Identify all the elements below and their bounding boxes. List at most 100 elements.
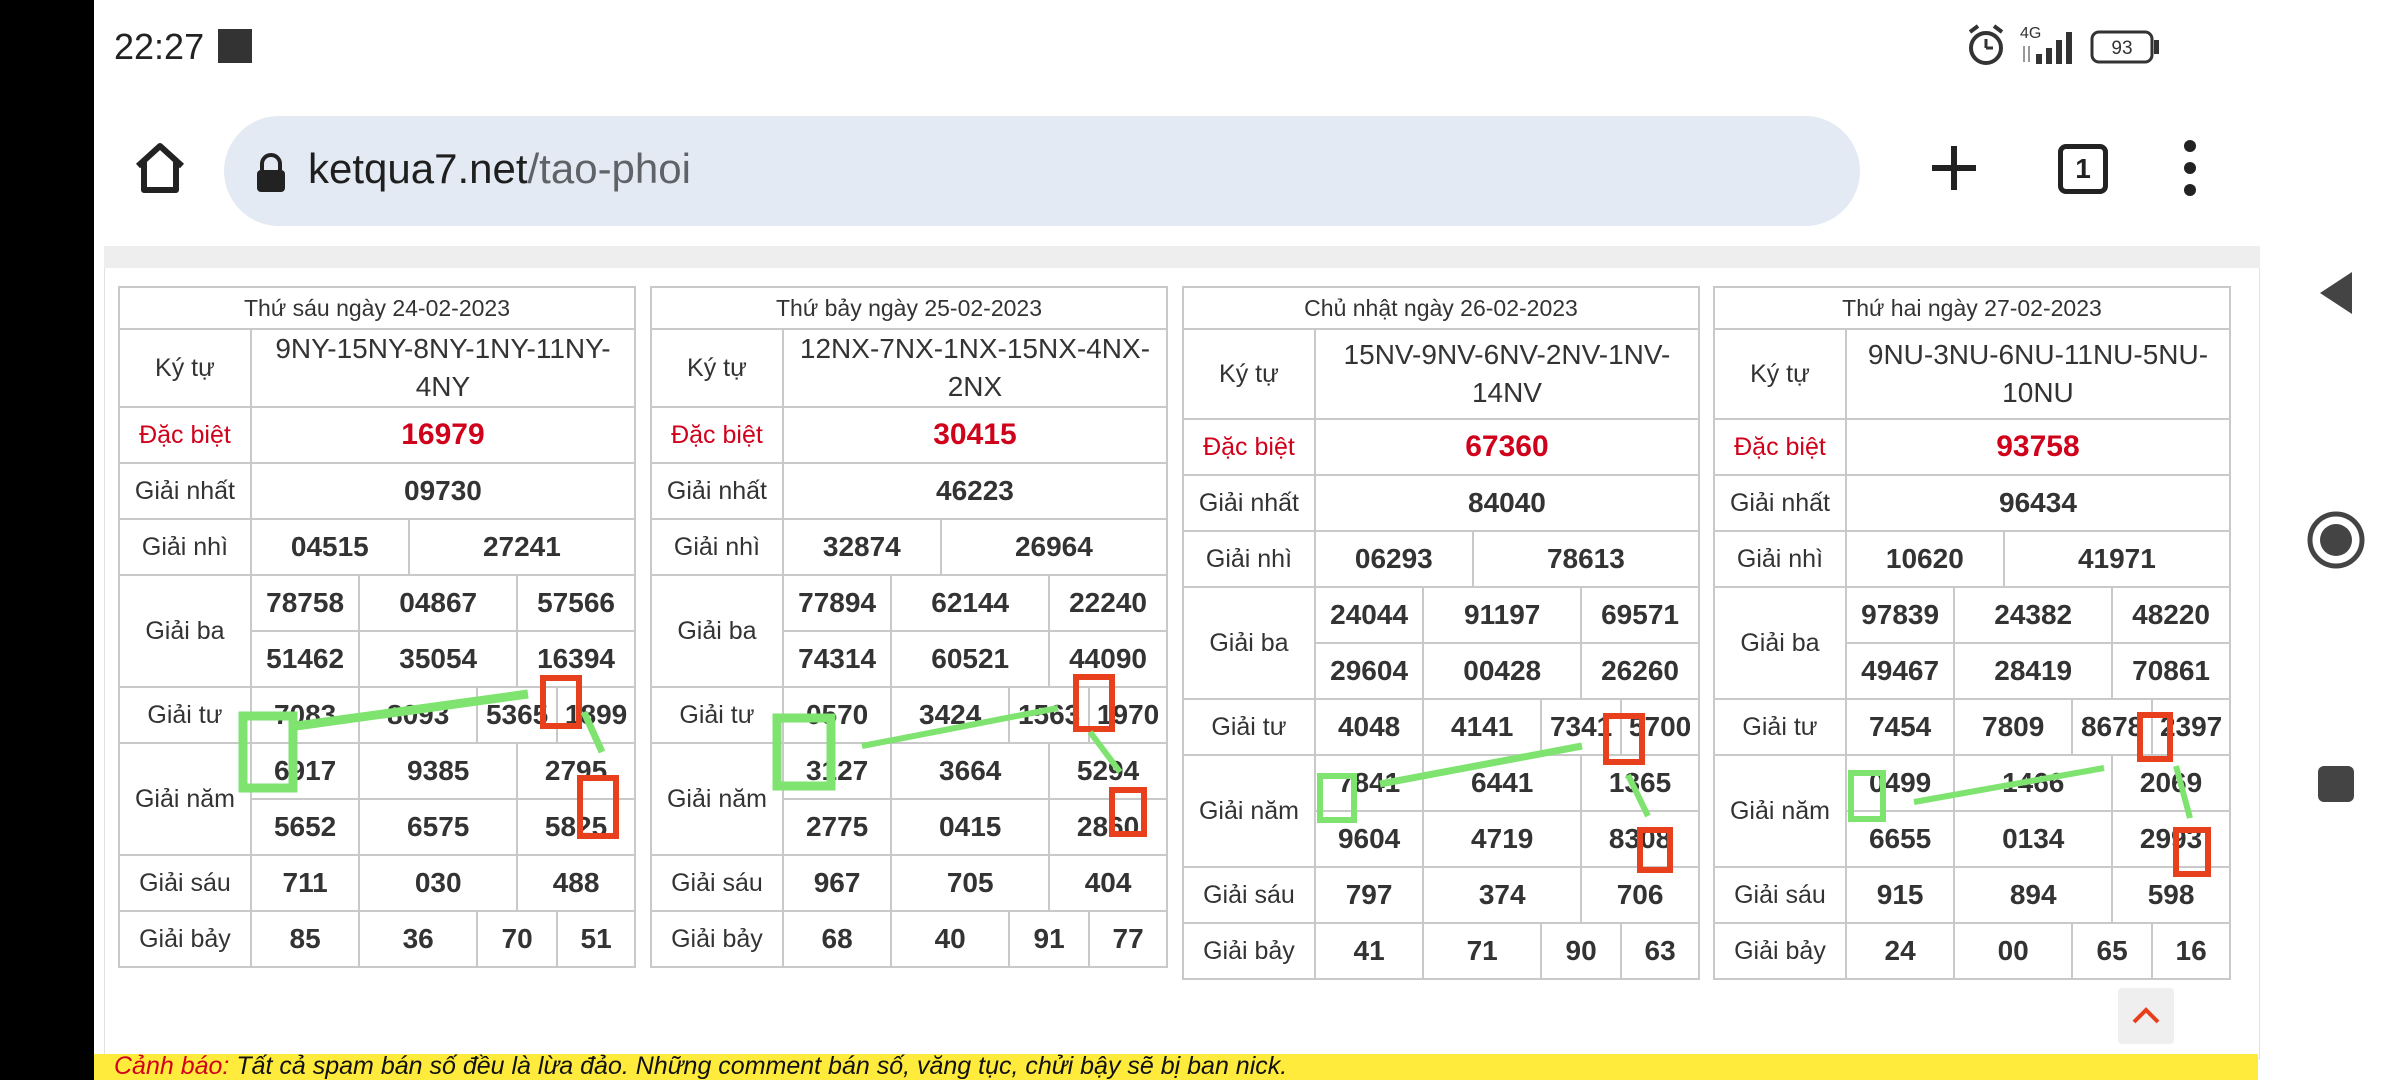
row-label: Ký tự — [118, 328, 252, 408]
fourth-prize-value: 7341 — [1540, 698, 1623, 756]
result-table: Chủ nhật ngày 26-02-2023 Ký tự 15NV-9NV-6N… — [1182, 286, 1701, 980]
fifth-prize-value: 4719 — [1422, 810, 1583, 868]
third-prize-value: 28419 — [1953, 642, 2114, 700]
third-prize-value: 48220 — [2111, 586, 2231, 644]
ky-tu-value: 9NY-15NY-8NY-1NY-11NY-4NY — [249, 328, 637, 408]
recents-icon[interactable] — [2316, 764, 2356, 804]
sixth-prize-value: 374 — [1422, 866, 1583, 924]
back-icon[interactable] — [2316, 268, 2356, 318]
table-title: Chủ nhật ngày 26-02-2023 — [1182, 286, 1700, 330]
fourth-prize-value: 4141 — [1422, 698, 1543, 756]
home-icon — [135, 143, 185, 193]
fifth-prize-value: 5652 — [249, 798, 361, 856]
third-prize-value: 24382 — [1953, 586, 2114, 644]
fifth-prize-value: 2795 — [516, 742, 636, 800]
row-label: Ký tự — [650, 328, 784, 408]
sixth-prize-value: 894 — [1953, 866, 2114, 924]
notification-square-icon — [218, 29, 252, 63]
row-label: Giải nhất — [650, 462, 784, 520]
system-nav-bar — [2270, 0, 2400, 1080]
fourth-prize-value: 2397 — [2151, 698, 2231, 756]
row-label: Giải tư — [650, 686, 784, 744]
alarm-icon — [1968, 24, 2004, 65]
third-prize-value: 69571 — [1580, 586, 1700, 644]
url-domain: ketqua7.net — [308, 145, 528, 192]
ky-tu-value: 12NX-7NX-1NX-15NX-4NX-2NX — [781, 328, 1169, 408]
third-prize-value: 04867 — [358, 574, 519, 632]
fifth-prize-value: 5294 — [1048, 742, 1168, 800]
row-label: Giải sáu — [1182, 866, 1316, 924]
browser-menu-button[interactable] — [2170, 138, 2210, 198]
second-prize-value: 78613 — [1471, 530, 1701, 588]
fourth-prize-value: 3424 — [890, 686, 1011, 744]
fifth-prize-value: 5825 — [516, 798, 636, 856]
row-label: Đặc biệt — [1713, 418, 1847, 476]
fifth-prize-value: 8308 — [1580, 810, 1700, 868]
seventh-prize-value: 90 — [1540, 922, 1623, 980]
row-label: Giải nhất — [118, 462, 252, 520]
row-label: Giải tư — [118, 686, 252, 744]
sixth-prize-value: 404 — [1048, 854, 1168, 912]
seventh-prize-value: 68 — [781, 910, 893, 968]
third-prize-value: 29604 — [1313, 642, 1425, 700]
sixth-prize-value: 706 — [1580, 866, 1700, 924]
sixth-prize-value: 711 — [249, 854, 361, 912]
row-label: Giải năm — [118, 742, 252, 856]
third-prize-value: 51462 — [249, 630, 361, 688]
tab-switcher-button[interactable]: 1 — [2054, 140, 2110, 196]
seventh-prize-value: 65 — [2071, 922, 2154, 980]
fourth-prize-value: 1563 — [1008, 686, 1091, 744]
row-label: Giải năm — [1182, 754, 1316, 868]
fourth-prize-value: 5365 — [476, 686, 559, 744]
seventh-prize-value: 00 — [1953, 922, 2074, 980]
third-prize-value: 49467 — [1844, 642, 1956, 700]
fifth-prize-value: 2069 — [2111, 754, 2231, 812]
seventh-prize-value: 16 — [2151, 922, 2231, 980]
fourth-prize-value: 0570 — [781, 686, 893, 744]
second-prize-value: 04515 — [249, 518, 410, 576]
second-prize-value: 06293 — [1313, 530, 1474, 588]
new-tab-button[interactable] — [1926, 140, 1982, 196]
home-circle-icon[interactable] — [2306, 510, 2366, 570]
scroll-to-top-button[interactable] — [2118, 988, 2174, 1044]
third-prize-value: 91197 — [1422, 586, 1583, 644]
special-prize-value: 16979 — [249, 406, 637, 464]
third-prize-value: 24044 — [1313, 586, 1425, 644]
third-prize-value: 35054 — [358, 630, 519, 688]
row-label: Giải ba — [650, 574, 784, 688]
fifth-prize-value: 9385 — [358, 742, 519, 800]
row-label: Ký tự — [1182, 328, 1316, 420]
seventh-prize-value: 85 — [249, 910, 361, 968]
seventh-prize-value: 51 — [556, 910, 636, 968]
fourth-prize-value: 8678 — [2071, 698, 2154, 756]
url-text[interactable]: ketqua7.net/tao-phoi — [308, 145, 691, 193]
row-label: Giải bảy — [118, 910, 252, 968]
fifth-prize-value: 3127 — [781, 742, 893, 800]
seventh-prize-value: 71 — [1422, 922, 1543, 980]
first-prize-value: 96434 — [1844, 474, 2232, 532]
third-prize-value: 00428 — [1422, 642, 1583, 700]
fifth-prize-value: 1466 — [1953, 754, 2114, 812]
row-label: Giải nhất — [1182, 474, 1316, 532]
seventh-prize-value: 91 — [1008, 910, 1091, 968]
address-bar[interactable]: ketqua7.net/tao-phoi — [224, 116, 1860, 226]
third-prize-value: 77894 — [781, 574, 893, 632]
lock-icon — [257, 153, 285, 192]
row-label: Giải bảy — [650, 910, 784, 968]
table-title: Thứ bảy ngày 25-02-2023 — [650, 286, 1168, 330]
first-prize-value: 09730 — [249, 462, 637, 520]
result-table: Thứ bảy ngày 25-02-2023 Ký tự 12NX-7NX-1NX… — [650, 286, 1169, 968]
fifth-prize-value: 2860 — [1048, 798, 1168, 856]
home-button[interactable] — [130, 138, 190, 198]
row-label: Giải nhì — [1713, 530, 1847, 588]
third-prize-value: 60521 — [890, 630, 1051, 688]
row-label: Đặc biệt — [650, 406, 784, 464]
sixth-prize-value: 598 — [2111, 866, 2231, 924]
third-prize-value: 74314 — [781, 630, 893, 688]
third-prize-value: 57566 — [516, 574, 636, 632]
fifth-prize-value: 6917 — [249, 742, 361, 800]
row-label: Giải sáu — [118, 854, 252, 912]
battery-icon: 93 — [2090, 30, 2159, 64]
browser-toolbar: ketqua7.net/tao-phoi 1 — [94, 112, 2270, 226]
